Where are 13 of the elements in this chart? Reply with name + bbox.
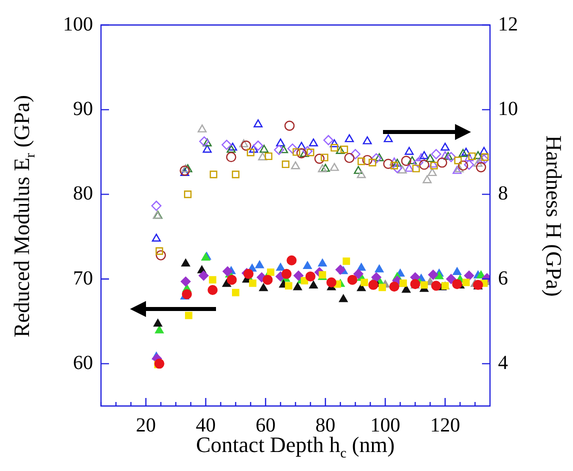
x-tick-label: 120 bbox=[430, 414, 460, 436]
y2-axis-title: Hardness H (GPa) bbox=[540, 134, 566, 296]
y2-tick-label: 4 bbox=[498, 352, 508, 374]
y-tick-label: 90 bbox=[73, 98, 93, 120]
y2-tick-label: 12 bbox=[498, 13, 518, 36]
y2-tick-label: 10 bbox=[498, 98, 518, 120]
y-tick-label: 80 bbox=[73, 182, 93, 205]
x-tick-label: 20 bbox=[136, 414, 156, 436]
y-tick-label: 60 bbox=[73, 352, 93, 374]
y-tick-label: 100 bbox=[63, 13, 93, 36]
y-tick-label: 70 bbox=[73, 267, 93, 290]
y2-tick-label: 8 bbox=[498, 182, 508, 205]
y2-tick-label: 6 bbox=[498, 267, 508, 290]
